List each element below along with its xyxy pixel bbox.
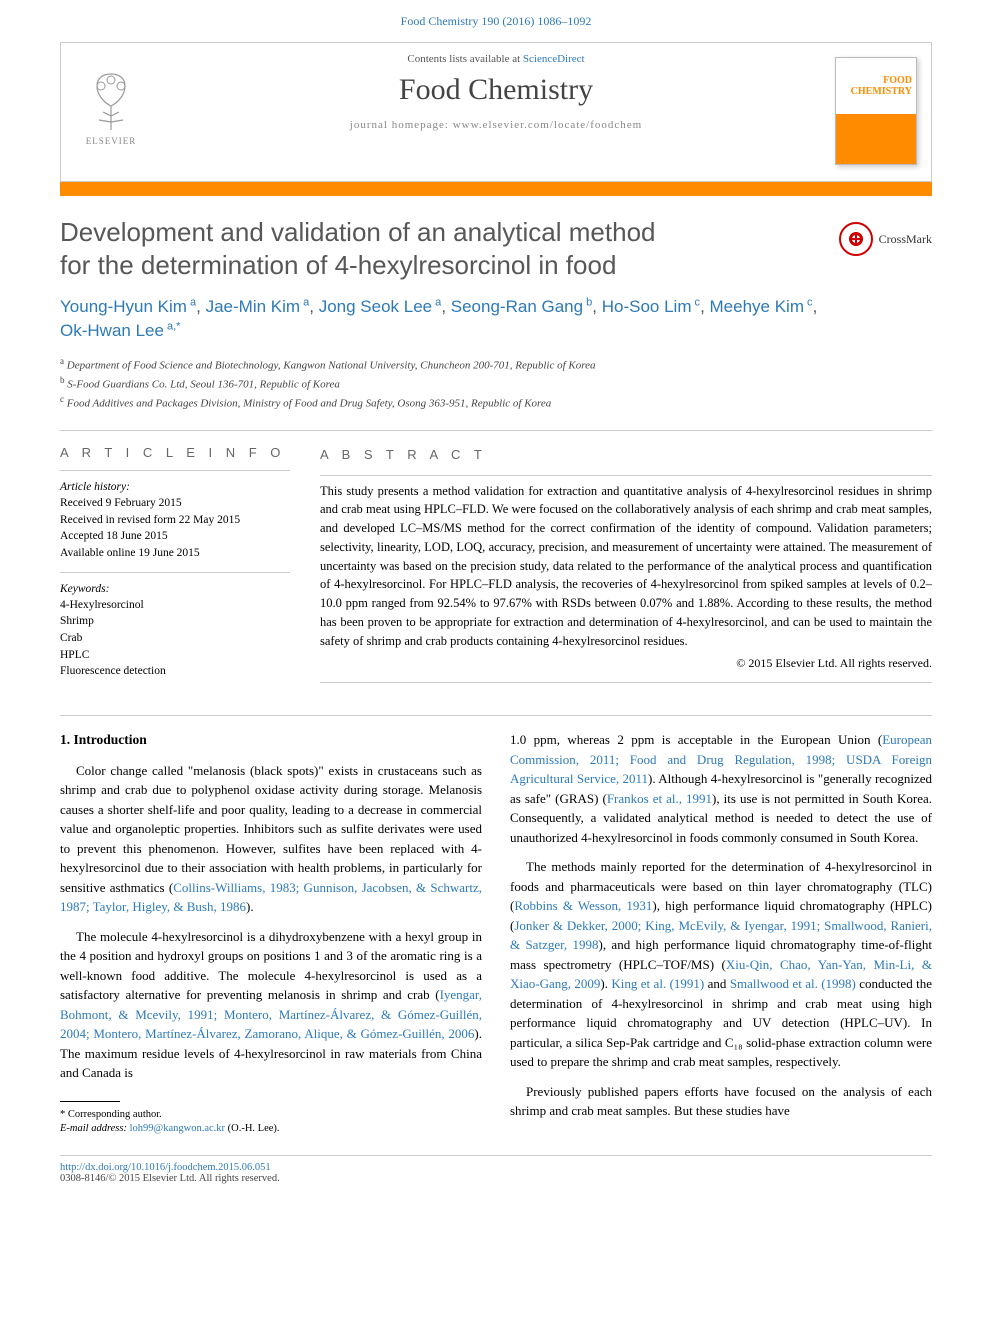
abstract-text: This study presents a method validation … xyxy=(320,482,932,651)
author-link[interactable]: Jong Seok Lee xyxy=(319,297,432,316)
keyword: Shrimp xyxy=(60,613,290,630)
author-link[interactable]: Meehye Kim xyxy=(710,297,804,316)
keyword: 4-Hexylresorcinol xyxy=(60,597,290,614)
keyword: Fluorescence detection xyxy=(60,663,290,680)
elsevier-tree-icon xyxy=(83,72,139,132)
author-link[interactable]: Ok-Hwan Lee xyxy=(60,321,164,340)
section-heading-introduction: 1. Introduction xyxy=(60,730,482,750)
footnote-separator xyxy=(60,1101,120,1102)
corresponding-author-footnote: * Corresponding author. xyxy=(60,1108,482,1123)
author-list: Young-Hyun Kim a, Jae-Min Kim a, Jong Se… xyxy=(60,295,932,343)
citation-link[interactable]: King et al. (1991) xyxy=(611,976,704,991)
author-link[interactable]: Ho-Soo Lim xyxy=(602,297,692,316)
journal-header-box: ELSEVIER Contents lists available at Sci… xyxy=(60,42,932,182)
keyword: Crab xyxy=(60,630,290,647)
article-info-column: A R T I C L E I N F O Article history: R… xyxy=(60,445,290,689)
email-footnote: E-mail address: loh99@kangwon.ac.kr (O.-… xyxy=(60,1122,482,1137)
body-column-right: 1.0 ppm, whereas 2 ppm is acceptable in … xyxy=(510,730,932,1137)
sciencedirect-link[interactable]: ScienceDirect xyxy=(523,53,585,65)
paragraph: Color change called "melanosis (black sp… xyxy=(60,761,482,917)
journal-title: Food Chemistry xyxy=(61,73,931,107)
section-divider xyxy=(60,715,932,716)
affiliation-list: a Department of Food Science and Biotech… xyxy=(60,355,932,412)
paragraph: The molecule 4-hexylresorcinol is a dihy… xyxy=(60,927,482,1083)
paragraph: 1.0 ppm, whereas 2 ppm is acceptable in … xyxy=(510,730,932,847)
citation-link[interactable]: Smallwood et al. (1998) xyxy=(730,976,856,991)
elsevier-logo[interactable]: ELSEVIER xyxy=(75,65,147,153)
journal-citation-link[interactable]: Food Chemistry 190 (2016) 1086–1092 xyxy=(401,14,592,28)
crossmark-icon xyxy=(839,222,873,256)
history-received: Received 9 February 2015 xyxy=(60,495,290,512)
body-column-left: 1. Introduction Color change called "mel… xyxy=(60,730,482,1137)
email-link[interactable]: loh99@kangwon.ac.kr xyxy=(130,1123,225,1134)
body-two-column: 1. Introduction Color change called "mel… xyxy=(60,730,932,1137)
affiliation: a Department of Food Science and Biotech… xyxy=(60,355,932,374)
citation-link[interactable]: Robbins & Wesson, 1931 xyxy=(514,898,652,913)
info-divider xyxy=(320,682,932,683)
keyword: HPLC xyxy=(60,647,290,664)
section-divider xyxy=(60,430,932,431)
keywords-heading: Keywords: xyxy=(60,583,290,595)
author-link[interactable]: Seong-Ran Gang xyxy=(451,297,583,316)
paragraph: The methods mainly reported for the dete… xyxy=(510,857,932,1072)
journal-homepage-link[interactable]: www.elsevier.com/locate/foodchem xyxy=(453,119,643,131)
history-accepted: Accepted 18 June 2015 xyxy=(60,528,290,545)
journal-cover-thumbnail[interactable]: FOODCHEMISTRY xyxy=(835,57,917,165)
cover-label: FOODCHEMISTRY xyxy=(851,75,912,97)
crossmark-text: CrossMark xyxy=(879,232,932,247)
info-divider xyxy=(60,572,290,573)
top-citation-banner: Food Chemistry 190 (2016) 1086–1092 xyxy=(0,0,992,37)
abstract-column: A B S T R A C T This study presents a me… xyxy=(320,445,932,689)
contents-available-line: Contents lists available at ScienceDirec… xyxy=(61,53,931,65)
orange-divider-bar xyxy=(60,182,932,196)
page-footer: http://dx.doi.org/10.1016/j.foodchem.201… xyxy=(60,1155,932,1184)
doi-link[interactable]: http://dx.doi.org/10.1016/j.foodchem.201… xyxy=(60,1162,271,1173)
affiliation: b S-Food Guardians Co. Ltd, Seoul 136-70… xyxy=(60,374,932,393)
history-revised: Received in revised form 22 May 2015 xyxy=(60,512,290,529)
issn-copyright: 0308-8146/© 2015 Elsevier Ltd. All right… xyxy=(60,1173,932,1184)
elsevier-text: ELSEVIER xyxy=(86,136,137,146)
affiliation: c Food Additives and Packages Division, … xyxy=(60,393,932,412)
author-link[interactable]: Young-Hyun Kim xyxy=(60,297,187,316)
history-heading: Article history: xyxy=(60,481,290,493)
abstract-copyright: © 2015 Elsevier Ltd. All rights reserved… xyxy=(320,654,932,672)
info-divider xyxy=(60,470,290,471)
article-info-heading: A R T I C L E I N F O xyxy=(60,445,290,460)
corresponding-author-marker[interactable]: * xyxy=(176,321,180,340)
journal-homepage-line: journal homepage: www.elsevier.com/locat… xyxy=(61,119,931,131)
author-link[interactable]: Jae-Min Kim xyxy=(206,297,300,316)
article-title: Development and validation of an analyti… xyxy=(60,216,819,281)
crossmark-badge[interactable]: CrossMark xyxy=(839,222,932,256)
info-divider xyxy=(320,475,932,476)
abstract-heading: A B S T R A C T xyxy=(320,445,932,465)
citation-link[interactable]: Frankos et al., 1991 xyxy=(607,791,712,806)
history-online: Available online 19 June 2015 xyxy=(60,545,290,562)
paragraph: Previously published papers efforts have… xyxy=(510,1082,932,1121)
